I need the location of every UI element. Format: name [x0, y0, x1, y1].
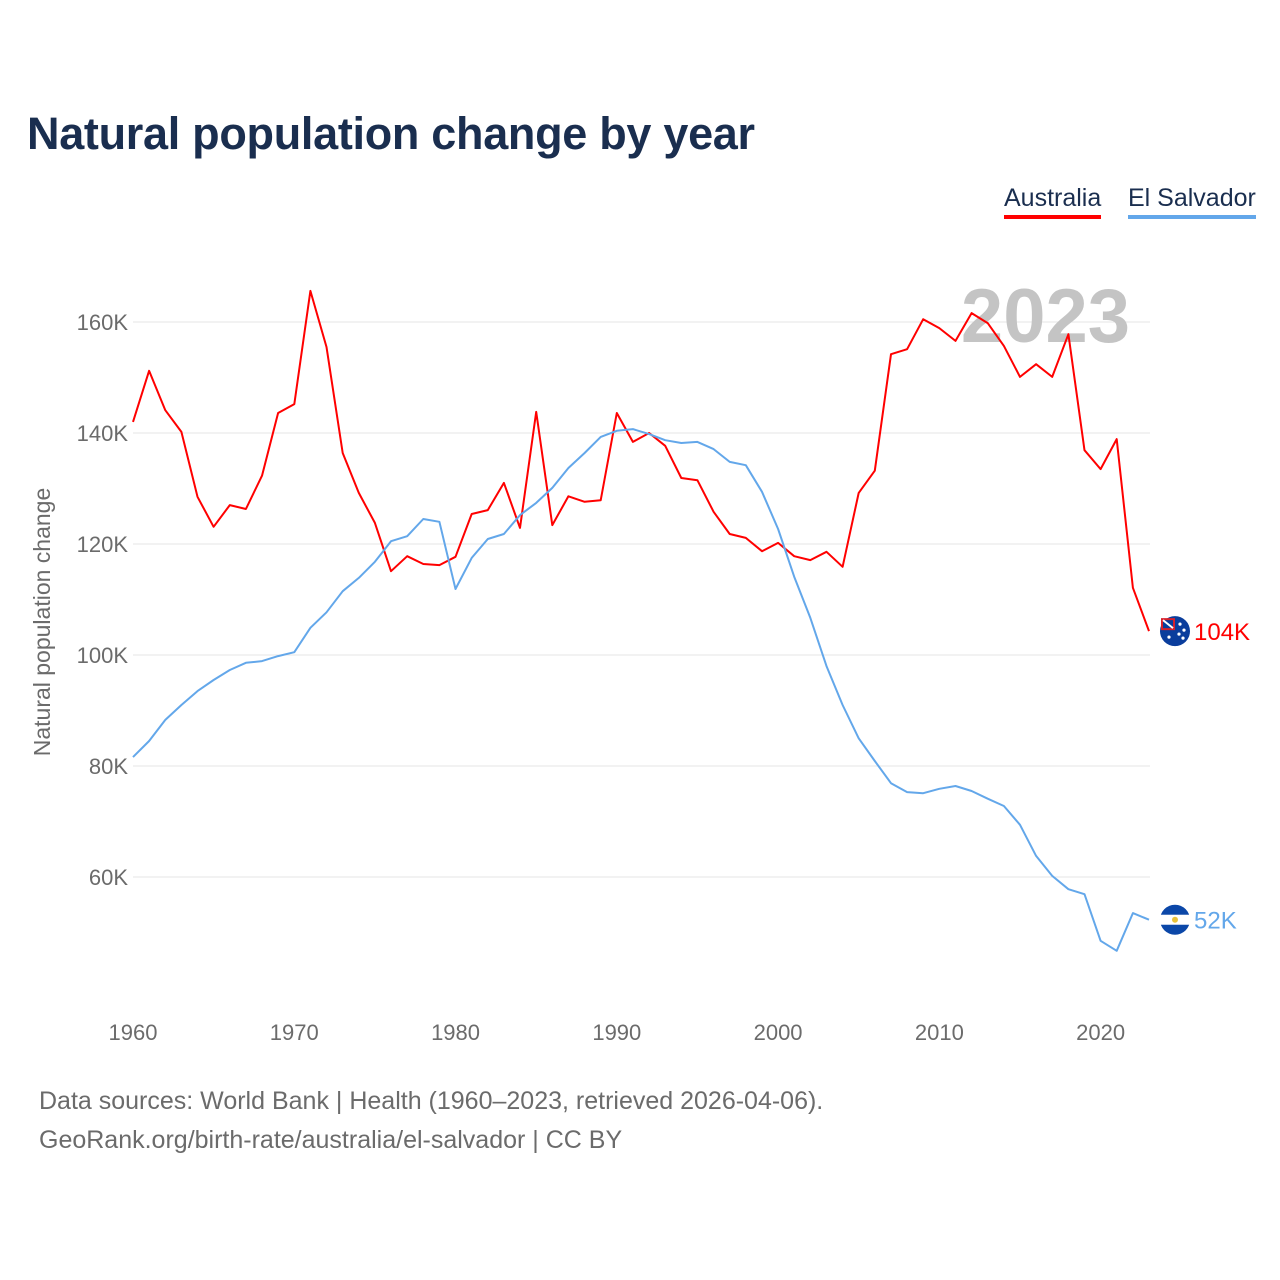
series-line-el-salvador[interactable] — [132, 428, 1150, 952]
x-tick-label: 2000 — [754, 1020, 803, 1045]
legend-item-el-salvador[interactable]: El Salvador — [1128, 184, 1256, 219]
y-tick-label: 160K — [77, 310, 129, 335]
end-value-label: 104K — [1194, 619, 1250, 646]
y-tick-label: 80K — [89, 754, 128, 779]
x-tick-label: 2020 — [1076, 1020, 1125, 1045]
year-watermark: 2023 — [961, 274, 1130, 359]
legend-item-australia[interactable]: Australia — [1004, 184, 1102, 219]
y-tick-label: 120K — [77, 532, 129, 557]
x-tick-label: 2010 — [915, 1020, 964, 1045]
footer-attribution[interactable]: GeoRank.org/birth-rate/australia/el-salv… — [39, 1126, 623, 1154]
footer-sources: Data sources: World Bank | Health (1960–… — [39, 1087, 824, 1115]
end-value-label: 52K — [1194, 908, 1237, 935]
y-tick-label: 60K — [89, 865, 128, 890]
australia-flag-icon — [1160, 616, 1190, 647]
x-tick-label: 1990 — [592, 1020, 641, 1045]
series-line-australia[interactable] — [132, 289, 1150, 632]
x-tick-label: 1980 — [431, 1020, 480, 1045]
x-tick-label: 1960 — [109, 1020, 158, 1045]
el-salvador-flag-icon — [1160, 904, 1190, 935]
y-tick-label: 140K — [77, 421, 129, 446]
y-axis-label: Natural population change — [29, 488, 55, 757]
chart-title: Natural population change by year — [27, 108, 755, 159]
y-tick-label: 100K — [77, 643, 129, 668]
x-tick-label: 1970 — [270, 1020, 319, 1045]
